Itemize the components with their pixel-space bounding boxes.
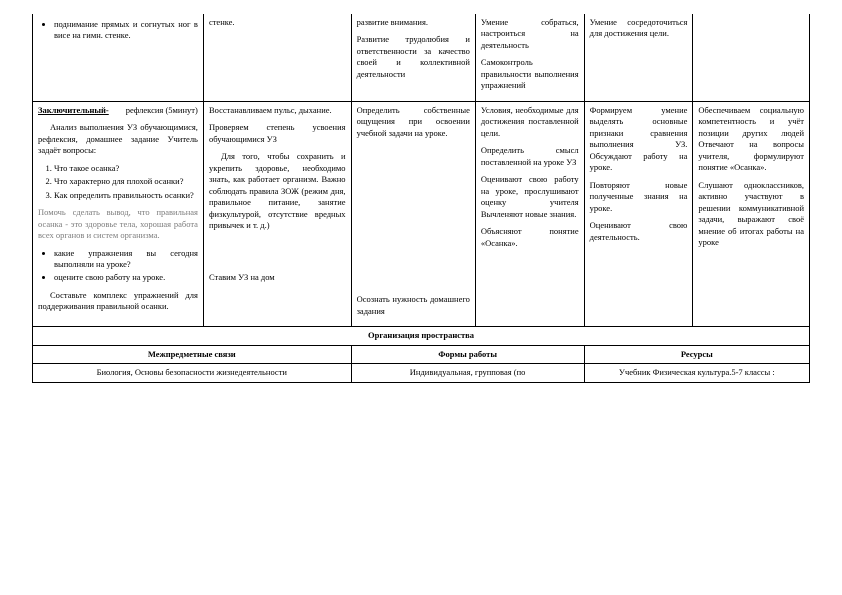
- para: Восстанавливаем пульс, дыхание.: [209, 105, 346, 116]
- para: Умение собраться, настроиться на деятель…: [481, 17, 579, 51]
- cell-student-activity: развитие внимания. Развитие трудолюбия и…: [351, 14, 475, 101]
- cell-stage: Заключительный- рефлексия (5минут) Анали…: [33, 101, 204, 326]
- para: Умение сосредоточиться для достижения це…: [590, 17, 688, 40]
- bottom-data-row: Биология, Основы безопасности жизнедеяте…: [33, 364, 810, 382]
- cell-uud-comm: [693, 14, 810, 101]
- list-item: поднимание прямых и согнутых ног в висе …: [54, 19, 198, 42]
- list-item: Что такое осанка?: [54, 163, 198, 174]
- lead-para: Анализ выполнения УЗ обучающимися, рефле…: [38, 122, 198, 156]
- cell-uud-regulatory: Умение собраться, настроиться на деятель…: [475, 14, 584, 101]
- tail-para: Ставим УЗ на дом: [209, 272, 346, 283]
- bottom-header: Межпредметные связи: [33, 345, 352, 363]
- table-row: поднимание прямых и согнутых ног в висе …: [33, 14, 810, 101]
- section-heading: Организация пространства: [33, 327, 810, 345]
- lesson-plan-table: поднимание прямых и согнутых ног в висе …: [32, 14, 810, 383]
- cell-text: стенке.: [209, 17, 235, 27]
- cell-uud-regulatory: Условия, необходимые для достижения пост…: [475, 101, 584, 326]
- cell-teacher-activity: Восстанавливаем пульс, дыхание. Проверяе…: [203, 101, 351, 326]
- para: Самоконтроль правильности выполнения упр…: [481, 57, 579, 91]
- para: Определить смысл поставленной на уроке У…: [481, 145, 579, 168]
- bottom-header-row: Межпредметные связи Формы работы Ресурсы: [33, 345, 810, 363]
- bottom-cell: Биология, Основы безопасности жизнедеяте…: [33, 364, 352, 382]
- para: Определить собственные ощущения при осво…: [357, 105, 470, 139]
- para: Слушают одноклассников, активно участвую…: [698, 180, 804, 249]
- tail-para: Составьте комплекс упражнений для поддер…: [38, 290, 198, 313]
- cell-stage: поднимание прямых и согнутых ног в висе …: [33, 14, 204, 101]
- para: Оценивают свою деятельность.: [590, 220, 688, 243]
- cell-student-activity: Определить собственные ощущения при осво…: [351, 101, 475, 326]
- bottom-cell: Учебник Физическая культура.5-7 классы :: [584, 364, 809, 382]
- para: Формируем умение выделять основные призн…: [590, 105, 688, 174]
- para: Обеспечиваем социальную компетентность и…: [698, 105, 804, 174]
- table-row: Заключительный- рефлексия (5минут) Анали…: [33, 101, 810, 326]
- stage-aux: рефлексия (5минут): [126, 105, 198, 115]
- cell-teacher-activity: стенке.: [203, 14, 351, 101]
- para: Условия, необходимые для достижения пост…: [481, 105, 579, 139]
- indent-para: Для того, чтобы сохранить и укрепить здо…: [209, 151, 346, 231]
- para: Повторяют новые полученные знания на уро…: [590, 180, 688, 214]
- list-item: Как определить правильность осанки?: [54, 190, 198, 201]
- cell-uud-cognitive: Формируем умение выделять основные призн…: [584, 101, 693, 326]
- para: Развитие трудолюбия и ответственности за…: [357, 34, 470, 80]
- tail-para: Осознать нужность домашнего задания: [357, 294, 470, 317]
- cell-uud-cognitive: Умение сосредоточиться для достижения це…: [584, 14, 693, 101]
- bottom-header: Формы работы: [351, 345, 584, 363]
- list-item: какие упражнения вы сегодня выполняли на…: [54, 248, 198, 271]
- cell-uud-comm: Обеспечиваем социальную компетентность и…: [693, 101, 810, 326]
- para: Проверяем степень усвоения обучающимися …: [209, 122, 346, 145]
- list-item: Что характерно для плохой осанки?: [54, 176, 198, 187]
- bottom-header: Ресурсы: [584, 345, 809, 363]
- para: Объясняют понятие «Осанка».: [481, 226, 579, 249]
- bottom-cell: Индивидуальная, групповая (по: [351, 364, 584, 382]
- section-heading-row: Организация пространства: [33, 327, 810, 345]
- para: Оценивают свою работу на уроке, прослуши…: [481, 174, 579, 220]
- para: развитие внимания.: [357, 17, 470, 28]
- grey-para: Помочь сделать вывод, что правильная оса…: [38, 207, 198, 241]
- stage-title: Заключительный-: [38, 105, 109, 115]
- list-item: оцените свою работу на уроке.: [54, 272, 198, 283]
